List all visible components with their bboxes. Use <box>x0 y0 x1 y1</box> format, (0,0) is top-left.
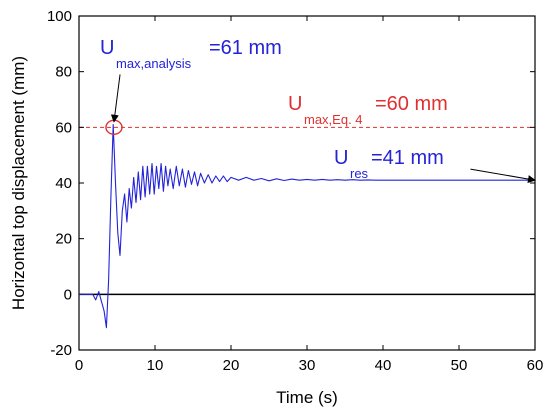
annotation-ures: U res =41 mm <box>334 147 444 181</box>
y-tick-label: 0 <box>64 286 72 303</box>
svg-text:U: U <box>100 37 114 59</box>
x-tick-label: 30 <box>299 357 316 374</box>
x-tick-labels: 0 10 20 30 40 50 60 <box>75 357 544 374</box>
y-tick-label: 20 <box>55 231 72 248</box>
x-tick-label: 20 <box>223 357 240 374</box>
arrow-layer <box>110 74 536 183</box>
y-axis-title: Horizontal top displacement (mm) <box>9 56 28 310</box>
x-tick-label: 10 <box>147 357 164 374</box>
y-tick-label: -20 <box>50 342 72 359</box>
svg-text:=60 mm: =60 mm <box>375 93 448 115</box>
svg-text:max,Eq. 4: max,Eq. 4 <box>304 112 363 127</box>
y-tick-labels: -20 0 20 40 60 80 100 <box>47 8 72 359</box>
annotation-arrow-1 <box>470 168 536 183</box>
y-tick-label: 60 <box>55 119 72 136</box>
svg-text:max,analysis: max,analysis <box>116 56 192 71</box>
y-tick-label: 100 <box>47 8 72 25</box>
svg-text:res: res <box>350 166 369 181</box>
x-tick-label: 0 <box>75 357 83 374</box>
series-line-0 <box>79 123 535 329</box>
x-tick-label: 60 <box>527 357 544 374</box>
annotation-umax-eq4: U max,Eq. 4 =60 mm <box>288 93 448 127</box>
series-layer <box>79 123 535 329</box>
svg-text:=61 mm: =61 mm <box>209 37 282 59</box>
annotation-umax-analysis: U max,analysis =61 mm <box>100 37 282 71</box>
x-axis-title: Time (s) <box>276 388 338 407</box>
y-tick-label: 80 <box>55 64 72 81</box>
y-tick-label: 40 <box>55 175 72 192</box>
svg-text:U: U <box>334 147 348 169</box>
annotation-arrow-0 <box>110 74 121 123</box>
x-tick-label: 50 <box>451 357 468 374</box>
svg-text:=41 mm: =41 mm <box>371 147 444 169</box>
svg-text:U: U <box>288 93 302 115</box>
x-tick-label: 40 <box>375 357 392 374</box>
